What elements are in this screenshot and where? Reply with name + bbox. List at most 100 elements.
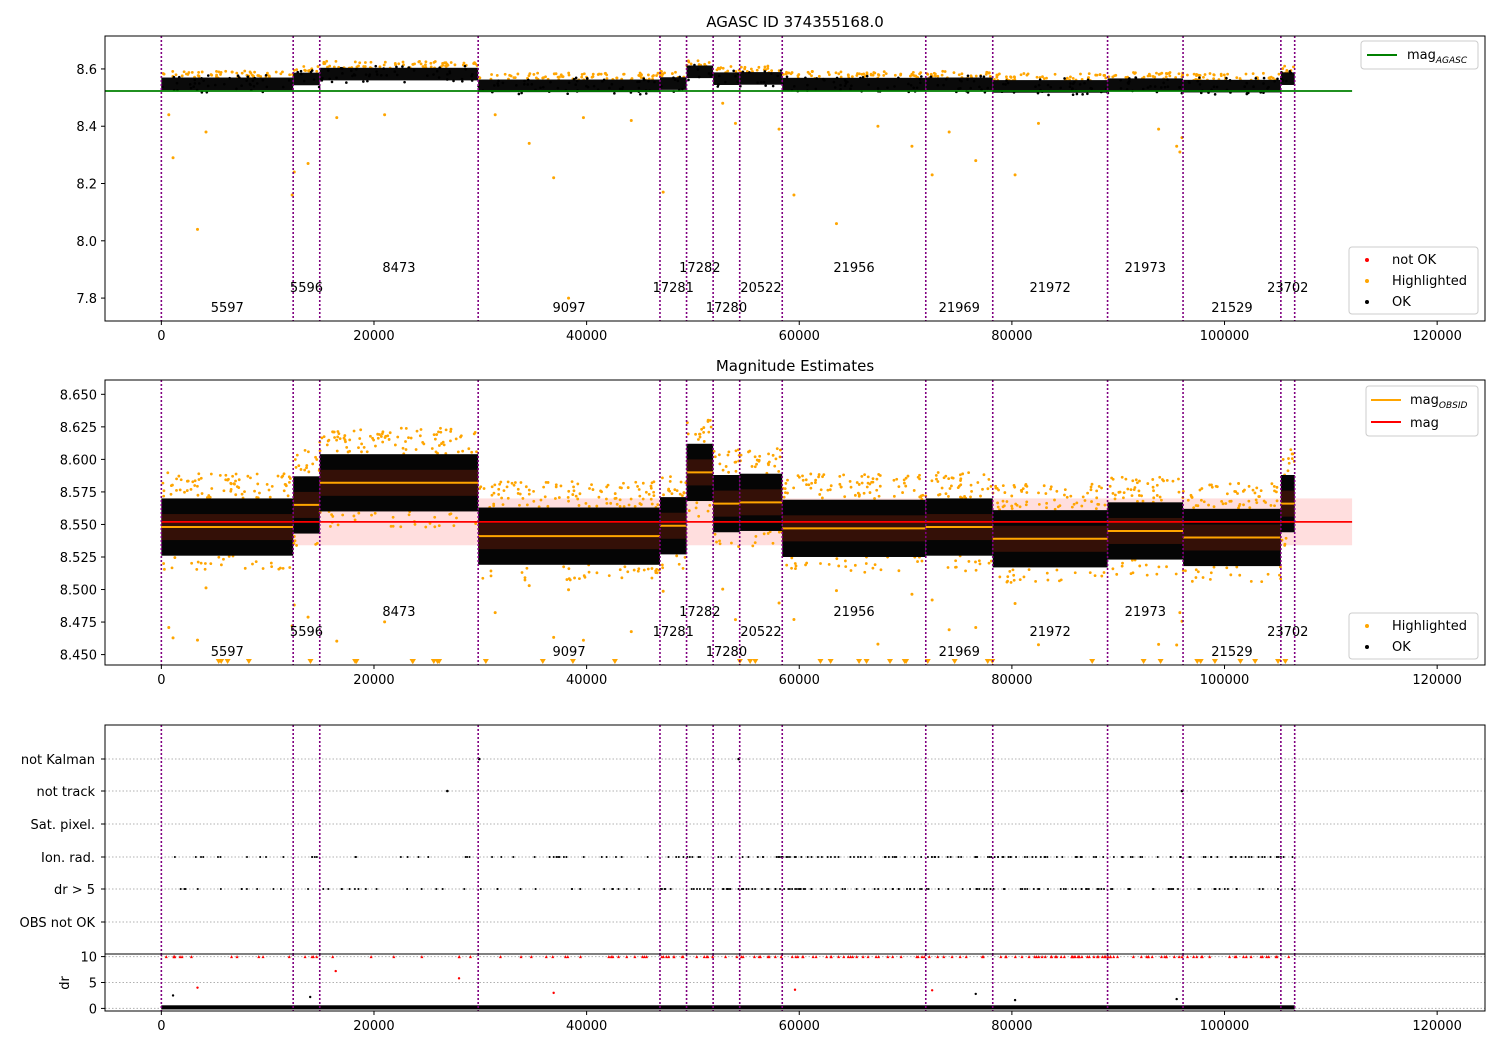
highlighted-point [411, 62, 415, 66]
highlighted-point [190, 70, 194, 74]
highlighted-point [853, 563, 857, 567]
flag-point [1015, 856, 1018, 858]
highlighted-point [360, 450, 363, 454]
dr-notok-point [1200, 955, 1204, 959]
highlighted-point [322, 60, 326, 64]
highlighted-point [169, 484, 173, 488]
flag-point [533, 856, 536, 858]
highlighted-point [399, 426, 403, 430]
flag-point [788, 856, 791, 858]
highlighted-point [288, 566, 292, 569]
highlighted-point [191, 480, 195, 484]
ok-point [193, 78, 197, 82]
highlighted-point [1141, 499, 1145, 503]
highlighted-point [1140, 494, 1143, 498]
ok-point [1178, 85, 1181, 89]
highlighted-point [1019, 73, 1023, 77]
flag-point [969, 888, 972, 890]
highlighted-point [918, 495, 922, 499]
highlighted-point [597, 495, 601, 499]
flag-row-label: dr > 5 [54, 883, 95, 898]
flag-point [706, 888, 709, 890]
highlighted-point [1290, 452, 1294, 456]
highlighted-point [314, 455, 317, 459]
highlighted-point [827, 73, 831, 77]
ok-point [161, 85, 164, 89]
highlighted-point [268, 495, 272, 499]
dr-notok-point [936, 955, 940, 959]
highlighted-point [1194, 576, 1198, 579]
ok-point [736, 72, 740, 75]
ok-point [321, 76, 324, 80]
highlighted-point [1055, 489, 1059, 493]
clipped-outlier-marker [1275, 659, 1282, 664]
flag-point [767, 888, 770, 890]
highlighted-point [1219, 72, 1223, 76]
highlighted-point [1270, 482, 1274, 486]
obsid-label: 9097 [553, 645, 586, 660]
highlighted-point [470, 450, 474, 454]
ok-point [1034, 85, 1037, 88]
ok-point [957, 87, 960, 91]
highlighted-point [449, 439, 452, 443]
ok-point [575, 79, 579, 83]
highlighted-point [1186, 498, 1190, 502]
ok-points-band [478, 79, 660, 93]
highlighted-point [860, 72, 864, 76]
highlighted-point [1087, 72, 1091, 76]
y-tick-label: 8.475 [60, 616, 97, 631]
highlighted-point [837, 564, 841, 568]
highlighted-point [233, 482, 236, 486]
highlighted-point [622, 505, 626, 508]
ok-point [610, 82, 614, 86]
outlier-point [721, 587, 725, 591]
highlighted-point [562, 565, 566, 569]
highlighted-point [401, 60, 405, 64]
highlighted-point [217, 70, 221, 74]
ok-point [1198, 76, 1201, 79]
highlighted-point [433, 437, 437, 441]
highlighted-point [240, 492, 244, 496]
highlighted-point [809, 486, 813, 490]
highlighted-point [1038, 76, 1042, 79]
highlighted-point [940, 486, 944, 490]
dr-notok-point [315, 955, 319, 959]
highlighted-point [933, 72, 937, 76]
highlighted-point [855, 74, 859, 77]
highlighted-point [1046, 578, 1050, 582]
ok-point [1086, 92, 1089, 96]
highlighted-point [1011, 568, 1015, 572]
dr-notok-point [457, 977, 461, 980]
highlighted-point [644, 490, 648, 494]
dr-notok-point [702, 955, 706, 959]
highlighted-point [429, 61, 433, 65]
flag-point [897, 888, 900, 890]
flag-point [983, 888, 986, 890]
highlighted-point [570, 480, 574, 484]
flag-point [986, 856, 989, 858]
highlighted-point [663, 71, 666, 75]
ok-point [823, 78, 826, 82]
ok-point [815, 77, 819, 80]
flag-point [219, 888, 222, 890]
highlighted-point [265, 482, 269, 486]
flag-point [688, 856, 691, 858]
highlighted-point [694, 506, 698, 510]
flag-point [519, 888, 522, 890]
highlighted-point [197, 478, 201, 481]
highlighted-point [982, 473, 986, 477]
highlighted-point [362, 65, 366, 68]
highlighted-point [246, 474, 250, 478]
highlighted-point [185, 72, 188, 76]
ok-point [1089, 86, 1092, 90]
flag-point [799, 888, 802, 890]
flag-point [835, 888, 838, 890]
highlighted-point [1114, 73, 1118, 77]
highlighted-point [600, 490, 603, 494]
highlighted-point [1292, 65, 1295, 69]
highlighted-point [1145, 573, 1149, 577]
highlighted-point [490, 73, 493, 76]
dr-notok-point [609, 955, 613, 959]
ok-point [1162, 81, 1165, 85]
